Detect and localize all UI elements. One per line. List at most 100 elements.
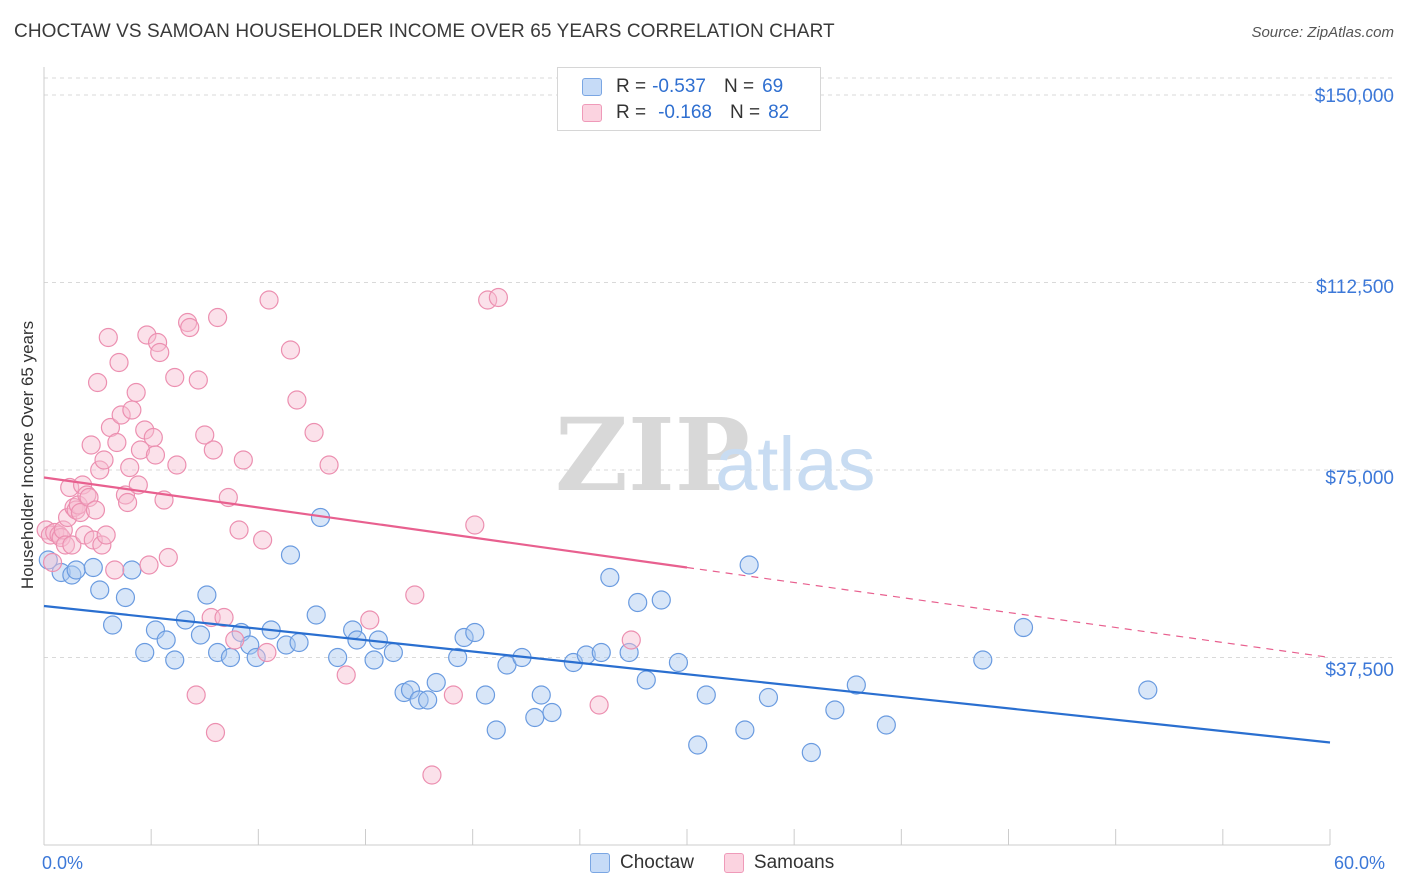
choctaw-point: [448, 647, 468, 668]
choctaw-point: [418, 690, 438, 710]
samoan-point: [109, 352, 129, 373]
samoan-point: [79, 487, 99, 508]
choctaw-point: [364, 650, 384, 670]
choctaw-point: [122, 560, 142, 580]
choctaw-point: [90, 580, 110, 600]
samoan-point: [87, 372, 108, 393]
samoan-point: [422, 765, 442, 785]
choctaw-point: [328, 647, 348, 668]
choctaw-point: [825, 700, 845, 720]
samoan-point: [360, 610, 380, 630]
choctaw-point: [426, 672, 446, 693]
choctaw-point: [973, 650, 993, 670]
legend-item-choctaw: Choctaw: [590, 852, 694, 874]
legend-n-value: 69: [762, 76, 784, 97]
samoan-point: [111, 405, 131, 425]
choctaw-point: [306, 605, 326, 625]
choctaw-point: [735, 720, 755, 740]
choctaw-point: [383, 642, 403, 663]
samoan-point: [143, 427, 163, 448]
samoan-point: [117, 492, 138, 513]
choctaw-point: [619, 642, 639, 663]
choctaw-point: [165, 650, 185, 670]
samoan-point: [85, 500, 106, 520]
legend-n-label: N =: [723, 76, 755, 97]
samoan-point: [304, 422, 324, 443]
choctaw-point: [801, 742, 821, 763]
legend-n-value: 82: [768, 102, 790, 123]
choctaw-point: [600, 567, 620, 588]
samoan-point: [165, 367, 185, 388]
samoan-point: [205, 722, 226, 743]
samoan-point: [488, 287, 508, 308]
y-axis-label: Householder Income Over 65 years: [18, 320, 37, 590]
choctaw-point: [696, 685, 716, 705]
samoan-point: [130, 440, 151, 460]
samoan-point: [70, 502, 91, 523]
legend-item-samoans: Samoans: [723, 852, 835, 874]
samoan-swatch: [582, 104, 602, 122]
choctaw-point: [135, 642, 155, 663]
choctaw-point: [591, 642, 611, 663]
samoan-point: [107, 432, 127, 453]
choctaw-point: [197, 585, 217, 605]
samoan-point: [621, 630, 641, 650]
choctaw-point: [289, 632, 309, 653]
legend-r-label: R =: [616, 102, 647, 123]
choctaw-point: [688, 735, 708, 755]
samoan-point: [77, 485, 97, 505]
choctaw-point: [542, 702, 562, 723]
samoan-point: [150, 342, 170, 363]
samoan-point: [188, 370, 208, 390]
samoan-point: [186, 685, 206, 705]
samoan-trend-extension: [686, 566, 1331, 659]
choctaw-point: [240, 635, 260, 655]
samoan-point: [253, 530, 273, 550]
samoan-point: [42, 552, 63, 573]
samoan-point: [180, 317, 200, 338]
samoan-point: [120, 457, 140, 478]
watermark-zip: ZIP: [555, 396, 750, 514]
samoan-point: [225, 630, 245, 650]
legend-r-label: R =: [616, 76, 647, 97]
samoan-point: [443, 685, 463, 705]
choctaw-point: [651, 590, 671, 610]
choctaw-point: [454, 627, 474, 648]
choctaw-point: [876, 715, 896, 735]
y-tick-label: $37,500: [1325, 660, 1394, 681]
choctaw-point: [465, 622, 485, 643]
choctaw-point: [739, 555, 759, 575]
legend-r-value: -0.537: [652, 76, 706, 97]
choctaw-point: [1013, 617, 1034, 638]
samoan-point: [137, 325, 157, 345]
legend-n-label: N =: [729, 102, 761, 123]
samoan-point: [53, 520, 73, 540]
samoan-point: [122, 400, 142, 420]
choctaw-point: [846, 675, 866, 695]
choctaw-trend-line: [43, 604, 1331, 744]
choctaw-point: [145, 620, 166, 640]
choctaw-point: [115, 587, 136, 608]
choctaw-point: [628, 592, 648, 613]
legend-label-choctaw: Choctaw: [620, 852, 694, 873]
samoan-point: [203, 440, 223, 460]
samoan-point: [105, 560, 125, 580]
legend-label-samoans: Samoans: [753, 852, 835, 873]
samoan-point: [214, 607, 234, 628]
legend-row-samoan: R = -0.168 N = 82: [582, 101, 789, 125]
samoan-point: [126, 382, 146, 403]
samoan-point: [55, 535, 76, 555]
choctaw-point: [246, 647, 266, 668]
choctaw-point: [190, 625, 211, 645]
samoan-point: [81, 435, 101, 455]
samoan-point: [319, 455, 339, 475]
choctaw-point: [83, 557, 103, 578]
legend-row-choctaw: R = -0.537 N = 69: [582, 75, 783, 99]
choctaw-point: [208, 642, 228, 663]
samoan-point: [233, 450, 253, 470]
choctaw-point: [66, 560, 86, 580]
samoan-point: [280, 340, 301, 360]
samoan-point: [167, 455, 187, 475]
samoan-point: [62, 535, 82, 555]
choctaw-point: [280, 545, 301, 565]
